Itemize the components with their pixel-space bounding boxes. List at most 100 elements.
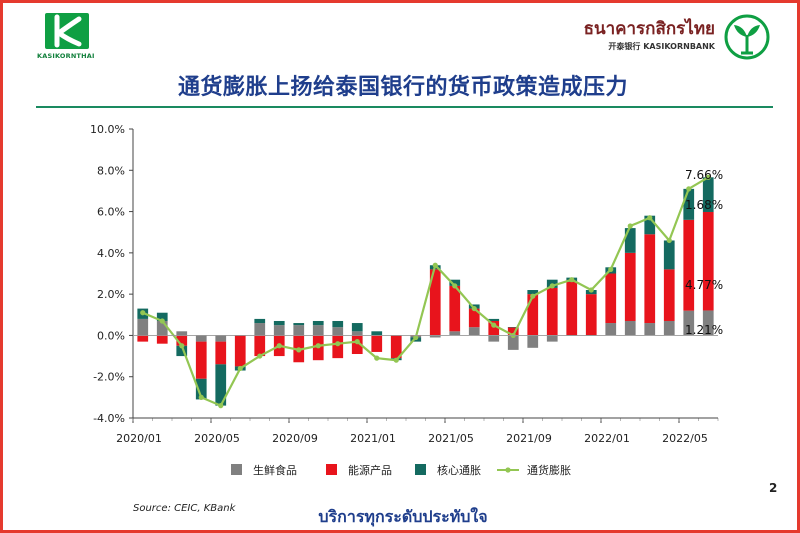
- chart-axes: [132, 129, 718, 419]
- kasikornbank-thai-name: ธนาคารกสิกรไทย: [583, 19, 715, 39]
- inflation-point: [549, 283, 555, 289]
- bar-segment: [605, 273, 617, 324]
- bar-segment: [527, 290, 539, 295]
- bar-segment: [215, 364, 227, 406]
- value-annotation: 4.77%: [685, 278, 723, 292]
- kasikornbank-logo: ธนาคารกสิกรไทย 开泰银行 KASIKORNBANK: [561, 13, 771, 63]
- inflation-line: [140, 174, 711, 409]
- inflation-point: [666, 237, 672, 244]
- y-tick-label: 0.0%: [97, 329, 125, 342]
- source-note: Source: CEIC, KBank: [133, 503, 236, 514]
- bar-segment: [390, 335, 402, 359]
- value-annotation: 1.21%: [685, 323, 723, 337]
- bar-segment: [351, 335, 363, 355]
- bar-segment: [137, 335, 149, 342]
- bar-segment: [449, 279, 461, 286]
- bar-segment: [663, 320, 675, 336]
- bar-segment: [332, 335, 344, 359]
- inflation-point: [569, 277, 575, 283]
- inflation-point: [686, 186, 692, 192]
- inflation-point: [530, 293, 536, 299]
- stacked-bars: [137, 177, 714, 406]
- inflation-line-path: [142, 176, 709, 408]
- bar-segment: [312, 325, 324, 336]
- y-tick-label: 4.0%: [97, 247, 125, 260]
- x-axis-ticks: 2020/01 2020/05 2020/09 2021/01 2021/05 2021/…: [116, 418, 719, 445]
- legend-label: 核心通胀: [437, 463, 481, 477]
- bar-segment: [293, 323, 305, 326]
- y-tick-label: 6.0%: [97, 206, 125, 219]
- x-tick-label: 2021/01: [350, 432, 396, 445]
- bar-segment: [254, 323, 266, 336]
- inflation-point: [315, 343, 321, 349]
- inflation-point: [452, 283, 458, 289]
- bar-segment: [156, 335, 168, 344]
- bar-segment: [507, 335, 519, 350]
- x-tick-label: 2022/01: [584, 432, 630, 445]
- inflation-point: [237, 365, 243, 372]
- kasikornbank-english-name: 开泰银行 KASIKORNBANK: [608, 42, 715, 51]
- legend-line-marker: [505, 467, 511, 473]
- bar-segment: [215, 335, 227, 342]
- bar-segment: [488, 335, 500, 342]
- bar-segment: [488, 318, 500, 321]
- bar-segment: [449, 285, 461, 332]
- bar-segment: [371, 335, 383, 352]
- bar-segment: [351, 323, 363, 332]
- bar-segment: [234, 335, 246, 367]
- kasikornthai-logo: KASIKORNTHAI: [37, 13, 99, 61]
- bar-segment: [273, 325, 285, 336]
- inflation-point: [257, 353, 263, 359]
- inflation-point: [159, 318, 165, 324]
- bar-segment: [176, 331, 188, 336]
- inflation-point: [276, 343, 282, 349]
- bar-segment: [371, 331, 383, 336]
- bar-segment: [312, 320, 324, 326]
- bar-segment: [585, 294, 597, 336]
- bar-segment: [683, 310, 695, 336]
- inflation-chart: 10.0% 8.0% 6.0% 4.0% 2.0% 0.0% -2.0% -4.0% 2020…: [90, 123, 723, 477]
- bar-segment: [176, 335, 188, 346]
- bar-segment: [195, 378, 207, 400]
- bar-segment: [605, 323, 617, 336]
- legend-swatch: [326, 464, 337, 475]
- bar-segment: [468, 308, 480, 328]
- value-annotation: 1.68%: [685, 198, 723, 212]
- bar-segment: [546, 287, 558, 336]
- bar-segment: [176, 345, 188, 357]
- bar-segment: [468, 327, 480, 336]
- bar-segment: [527, 335, 539, 348]
- bar-segment: [429, 335, 441, 338]
- bar-segment: [624, 228, 636, 253]
- y-tick-label: 2.0%: [97, 288, 125, 301]
- legend-label: 通货膨胀: [527, 463, 571, 477]
- legend-label: 生鲜食品: [253, 463, 297, 477]
- bar-segment: [215, 341, 227, 365]
- bar-segment: [332, 327, 344, 336]
- bar-segment: [507, 327, 519, 336]
- x-tick-label: 2021/05: [428, 432, 474, 445]
- inflation-point: [218, 403, 224, 409]
- slide-title: 通货膨胀上扬给泰国银行的货币政策造成压力: [177, 75, 628, 100]
- bar-segment: [273, 320, 285, 326]
- bar-segment: [195, 335, 207, 342]
- bar-segment: [702, 310, 714, 336]
- inflation-point: [198, 394, 204, 400]
- bar-segment: [644, 215, 656, 235]
- inflation-point: [588, 287, 594, 293]
- x-tick-label: 2020/09: [272, 432, 318, 445]
- legend-label: 能源产品: [348, 463, 392, 477]
- bar-segment: [683, 219, 695, 311]
- y-tick-label: -4.0%: [93, 412, 125, 425]
- bar-segment: [137, 318, 149, 336]
- kasikornbank-emblem-icon: [724, 14, 770, 60]
- bar-segment: [156, 320, 168, 336]
- legend-swatch: [415, 464, 426, 475]
- inflation-point: [374, 355, 380, 361]
- x-tick-label: 2020/01: [116, 432, 162, 445]
- inflation-point: [354, 339, 360, 345]
- bar-segment: [527, 294, 539, 336]
- inflation-point: [393, 357, 399, 363]
- inflation-point: [296, 347, 302, 353]
